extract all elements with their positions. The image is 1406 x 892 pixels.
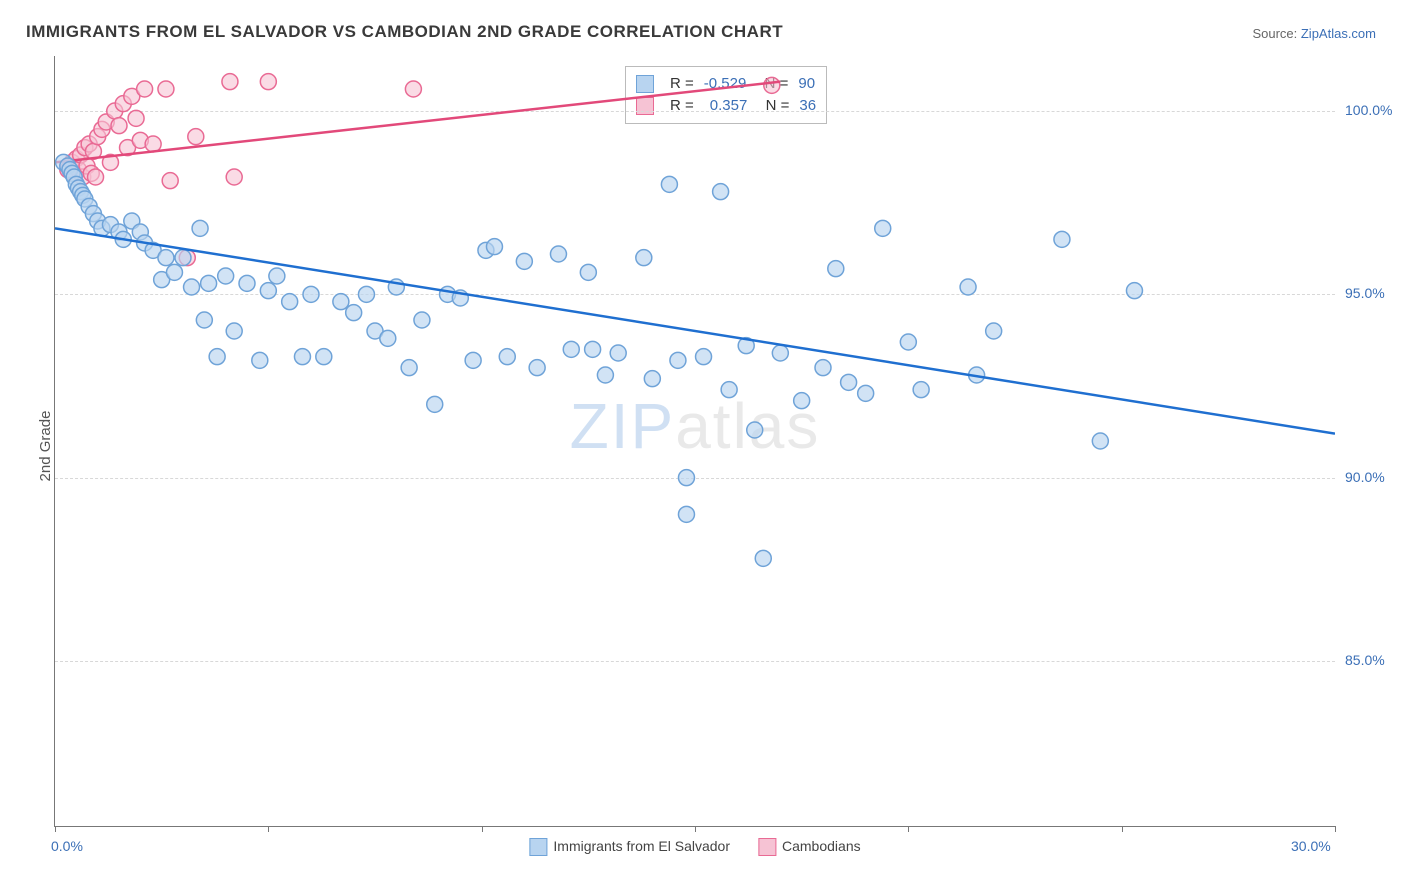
data-point-blue	[358, 286, 374, 302]
data-point-blue	[960, 279, 976, 295]
data-point-blue	[166, 264, 182, 280]
data-point-blue	[696, 349, 712, 365]
data-point-pink	[137, 81, 153, 97]
data-point-blue	[158, 250, 174, 266]
legend-blue-label: Immigrants from El Salvador	[553, 838, 730, 854]
data-point-blue	[721, 382, 737, 398]
data-point-blue	[747, 422, 763, 438]
legend-item-blue: Immigrants from El Salvador	[529, 838, 730, 856]
y-tick-label: 100.0%	[1345, 102, 1405, 118]
data-point-pink	[260, 74, 276, 90]
data-point-blue	[858, 385, 874, 401]
data-point-blue	[346, 305, 362, 321]
data-point-blue	[252, 352, 268, 368]
data-point-blue	[486, 239, 502, 255]
scatter-plot: ZIPatlas R = -0.529 N = 90 R = 0.357 N =…	[54, 56, 1335, 827]
data-point-blue	[175, 250, 191, 266]
data-point-blue	[427, 396, 443, 412]
data-point-blue	[239, 275, 255, 291]
y-axis-label: 2nd Grade	[37, 411, 54, 482]
legend-item-pink: Cambodians	[758, 838, 861, 856]
data-point-blue	[678, 470, 694, 486]
data-point-blue	[794, 393, 810, 409]
data-point-blue	[841, 374, 857, 390]
data-point-pink	[162, 173, 178, 189]
data-point-blue	[201, 275, 217, 291]
source-attribution: Source: ZipAtlas.com	[1252, 26, 1376, 41]
data-point-blue	[661, 176, 677, 192]
data-point-blue	[516, 253, 532, 269]
data-point-pink	[188, 129, 204, 145]
y-tick-label: 95.0%	[1345, 285, 1405, 301]
data-point-blue	[875, 220, 891, 236]
data-point-blue	[597, 367, 613, 383]
swatch-blue-icon	[529, 838, 547, 856]
data-point-blue	[333, 294, 349, 310]
data-point-blue	[913, 382, 929, 398]
legend: Immigrants from El Salvador Cambodians	[529, 838, 860, 856]
data-point-blue	[529, 360, 545, 376]
y-tick-label: 90.0%	[1345, 469, 1405, 485]
data-point-blue	[670, 352, 686, 368]
data-point-blue	[499, 349, 515, 365]
data-point-blue	[900, 334, 916, 350]
data-point-blue	[184, 279, 200, 295]
data-point-blue	[282, 294, 298, 310]
data-point-pink	[405, 81, 421, 97]
data-point-blue	[585, 341, 601, 357]
data-point-blue	[815, 360, 831, 376]
data-point-blue	[636, 250, 652, 266]
data-point-blue	[1054, 231, 1070, 247]
x-tick-label: 30.0%	[1291, 838, 1331, 854]
x-tick-label: 0.0%	[51, 838, 83, 854]
swatch-pink-icon	[758, 838, 776, 856]
data-point-blue	[713, 184, 729, 200]
source-prefix: Source:	[1252, 26, 1300, 41]
data-point-blue	[316, 349, 332, 365]
data-point-blue	[755, 550, 771, 566]
data-point-pink	[111, 118, 127, 134]
data-point-blue	[644, 371, 660, 387]
data-point-pink	[226, 169, 242, 185]
data-point-blue	[209, 349, 225, 365]
data-point-blue	[401, 360, 417, 376]
trend-line-blue	[55, 228, 1335, 433]
data-point-blue	[303, 286, 319, 302]
y-tick-label: 85.0%	[1345, 652, 1405, 668]
data-point-blue	[192, 220, 208, 236]
data-point-pink	[222, 74, 238, 90]
data-point-blue	[414, 312, 430, 328]
data-point-blue	[610, 345, 626, 361]
data-point-blue	[986, 323, 1002, 339]
data-point-blue	[1126, 283, 1142, 299]
data-point-blue	[563, 341, 579, 357]
data-point-blue	[772, 345, 788, 361]
data-point-pink	[128, 110, 144, 126]
data-point-blue	[260, 283, 276, 299]
data-point-blue	[218, 268, 234, 284]
chart-title: IMMIGRANTS FROM EL SALVADOR VS CAMBODIAN…	[26, 22, 783, 42]
data-point-pink	[158, 81, 174, 97]
data-point-blue	[678, 506, 694, 522]
data-point-blue	[1092, 433, 1108, 449]
data-point-blue	[828, 261, 844, 277]
source-link[interactable]: ZipAtlas.com	[1301, 26, 1376, 41]
data-point-blue	[380, 330, 396, 346]
data-point-blue	[269, 268, 285, 284]
data-point-blue	[550, 246, 566, 262]
data-point-blue	[294, 349, 310, 365]
data-point-blue	[580, 264, 596, 280]
plot-svg	[55, 56, 1335, 826]
data-point-blue	[465, 352, 481, 368]
legend-pink-label: Cambodians	[782, 838, 861, 854]
data-point-pink	[88, 169, 104, 185]
data-point-blue	[196, 312, 212, 328]
data-point-pink	[764, 77, 780, 93]
data-point-blue	[226, 323, 242, 339]
